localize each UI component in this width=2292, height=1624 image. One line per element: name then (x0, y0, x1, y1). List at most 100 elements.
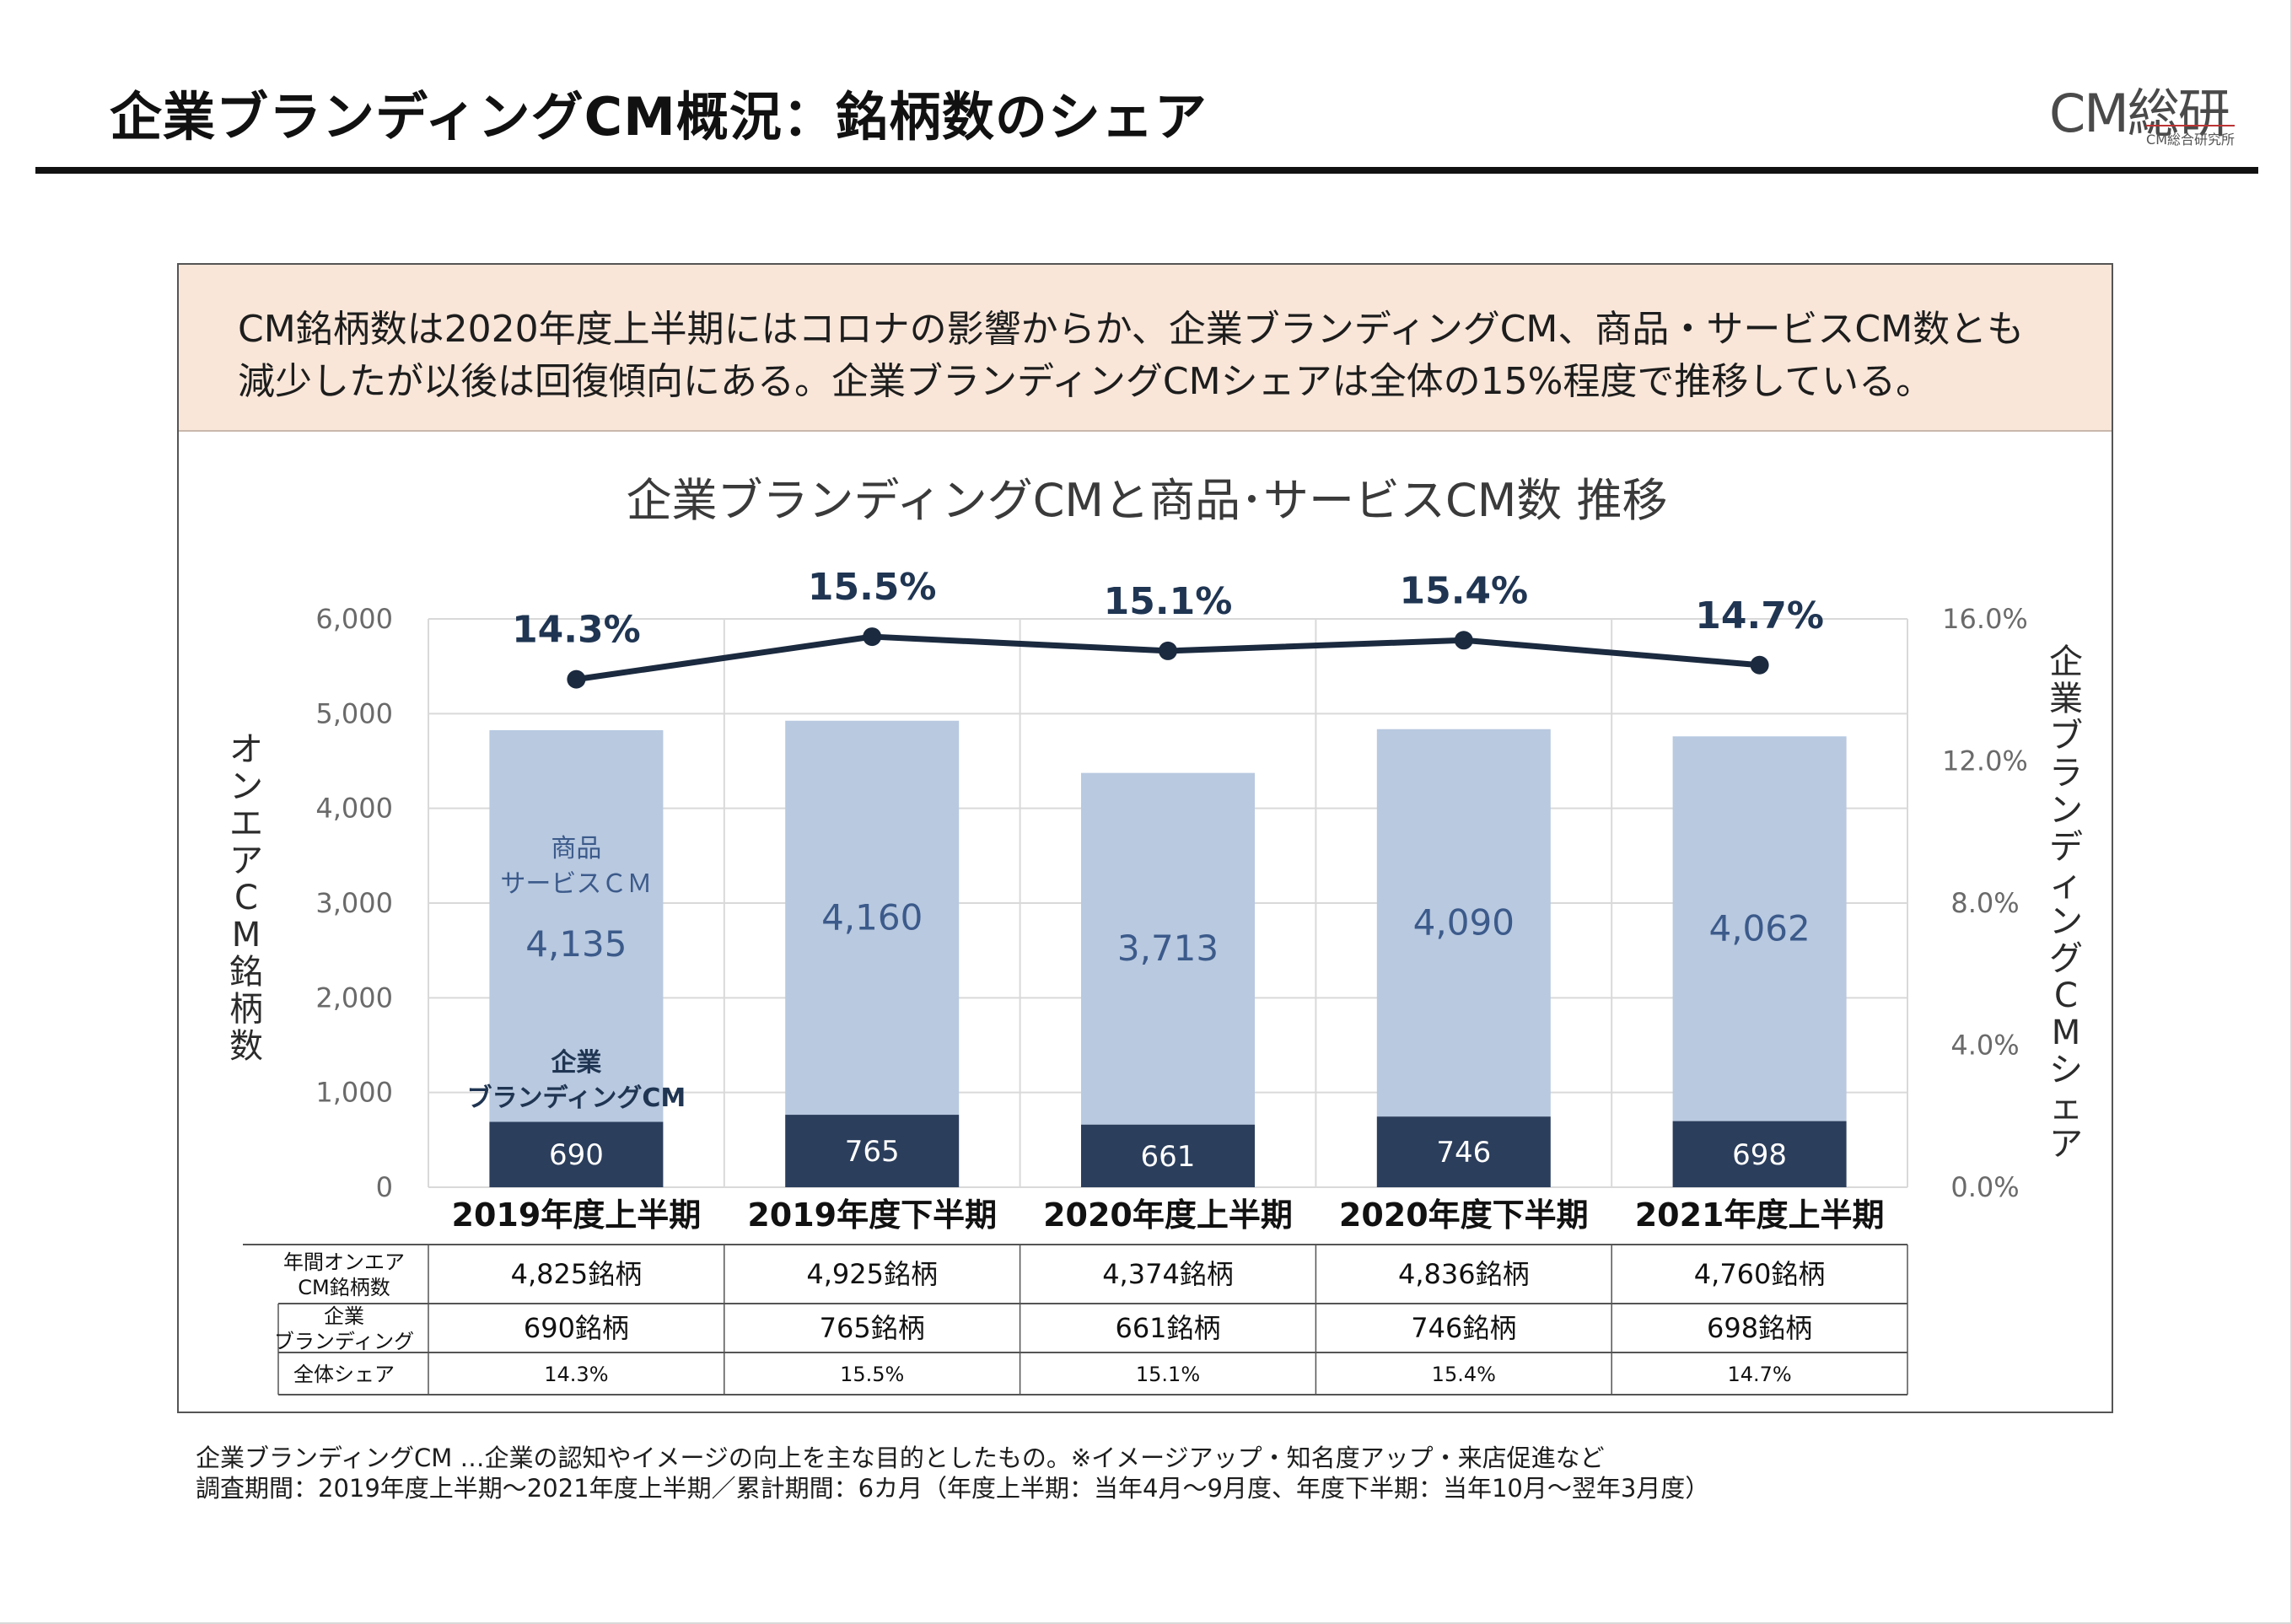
table-cell: 746銘柄 (1411, 1312, 1516, 1344)
axis-label-char: デ (2049, 828, 2083, 867)
table-cell: 4,760銘柄 (1694, 1258, 1826, 1290)
series-annotation: サービスＣＭ (500, 869, 652, 899)
bar-corporate-branding (785, 1115, 960, 1187)
y2-tick-label: 8.0% (1950, 887, 2019, 919)
y2-tick-label: 12.0% (1942, 745, 2028, 777)
bar-corporate-branding (489, 1121, 664, 1187)
table-cell: 4,374銘柄 (1102, 1258, 1234, 1290)
footnote-2: 調査期間：2019年度上半期～2021年度上半期／累計期間：6カ月（年度上半期：… (196, 1474, 1710, 1503)
labels: 0 1,000 2,000 3,000 4,000 5,000 6,000 0.0% 4.0% 8… (229, 566, 2083, 1234)
y2-tick-label: 4.0% (1950, 1030, 2019, 1062)
axis-label-char: 銘 (229, 953, 263, 992)
table-cell: 4,825銘柄 (511, 1258, 643, 1290)
table-cell: 15.4% (1432, 1363, 1496, 1386)
axis-label-char: ア (2049, 1125, 2083, 1164)
summary-line-2: 減少したが以後は回復傾向にある。企業ブランディングCMシェアは全体の15%程度で… (238, 360, 1934, 403)
series-annotation: ブランディングCM (467, 1084, 686, 1113)
bar-value-label: 765 (845, 1135, 900, 1169)
logo-main: CM総研 (2049, 83, 2230, 144)
logo-sub: CM総合研究所 (2146, 125, 2235, 148)
axis-label-char: C (2054, 976, 2078, 1015)
share-point (863, 627, 882, 647)
axis-label-char: エ (229, 804, 263, 843)
y-tick-label: 6,000 (315, 603, 393, 635)
y-tick-label: 5,000 (315, 697, 393, 729)
bar-value-label: 4,135 (525, 923, 627, 965)
axis-label-char: 柄 (229, 990, 263, 1029)
axis-label-char: ア (229, 842, 263, 880)
bar-value-label: 4,090 (1413, 901, 1515, 943)
axis-label-char: ン (2049, 902, 2083, 941)
axis-label-char: ブ (2049, 717, 2083, 756)
table-cell: 698銘柄 (1707, 1312, 1812, 1344)
bar-product-service (489, 729, 664, 1122)
axis-label-char: ン (2049, 791, 2083, 830)
bar-value-label: 746 (1436, 1136, 1491, 1170)
table-cell: 14.7% (1727, 1363, 1791, 1386)
bar-product-service (1672, 736, 1847, 1121)
bar-product-service (1081, 772, 1255, 1125)
series-annotation: 商品 (551, 834, 601, 863)
summary-box: CM銘柄数は2020年度上半期にはコロナの影響からか、企業ブランディングCM、商… (179, 265, 2112, 432)
share-point (1159, 641, 1177, 660)
bar-value-label: 690 (549, 1138, 604, 1172)
footnote-1: 企業ブランディングCM …企業の認知やイメージの向上を主な目的としたもの。※イメ… (196, 1444, 1605, 1472)
table-row-label: CM銘柄数 (298, 1276, 390, 1299)
axis-label-char: グ (2049, 939, 2083, 978)
bar-corporate-branding (1376, 1116, 1551, 1187)
axis-label-char: M (2052, 1014, 2081, 1052)
axis-label-char: ン (229, 767, 263, 806)
title-rule (35, 167, 2258, 174)
share-label: 14.3% (512, 609, 641, 652)
y-tick-label: 1,000 (315, 1077, 393, 1109)
bar-value-label: 698 (1732, 1138, 1787, 1172)
table-row-label: ブランディング (274, 1330, 414, 1353)
axis-label-char: ィ (2049, 865, 2083, 904)
table-row-label: 全体シェア (293, 1363, 395, 1386)
y2-axis-label: 企業ブランディングCMシェア (2049, 643, 2083, 1164)
share-label: 14.7% (1695, 594, 1824, 637)
axis-label-char: ラ (2049, 754, 2083, 793)
bars (489, 720, 1847, 1187)
share-label: 15.1% (1104, 580, 1233, 623)
y-tick-label: 0 (376, 1171, 393, 1203)
axis-label-char: 数 (229, 1027, 263, 1066)
axis-label-char: オ (229, 730, 263, 769)
category-label: 2019年度下半期 (747, 1196, 997, 1234)
logo: CM総研 CM総合研究所 (2049, 71, 2243, 148)
share-label: 15.4% (1399, 569, 1528, 612)
category-label: 2021年度上半期 (1635, 1196, 1885, 1234)
bar-corporate-branding (1081, 1124, 1255, 1187)
bar-product-service (1376, 729, 1551, 1117)
table-cell: 15.5% (840, 1363, 904, 1386)
table-cell: 4,925銘柄 (806, 1258, 938, 1290)
page-title: 企業ブランディングCM概況：銘柄数のシェア (110, 86, 1208, 148)
y2-tick-label: 0.0% (1950, 1171, 2019, 1203)
axis-label-char: ェ (2049, 1088, 2083, 1127)
table-cell: 661銘柄 (1115, 1312, 1220, 1344)
y-tick-label: 4,000 (315, 793, 393, 825)
table-cell: 4,836銘柄 (1398, 1258, 1530, 1290)
table-cell: 690銘柄 (524, 1312, 629, 1344)
y2-tick-label: 16.0% (1942, 603, 2028, 635)
table-row-label: 企業 (324, 1304, 364, 1328)
share-label: 15.5% (808, 566, 937, 609)
share-point (1454, 631, 1473, 650)
category-label: 2020年度上半期 (1043, 1196, 1293, 1234)
axis-label-char: 業 (2049, 680, 2083, 718)
category-label: 2019年度上半期 (452, 1196, 702, 1234)
content-panel: CM銘柄数は2020年度上半期にはコロナの影響からか、企業ブランディングCM、商… (177, 263, 2113, 1413)
category-label: 2020年度下半期 (1339, 1196, 1589, 1234)
y-tick-label: 3,000 (315, 887, 393, 919)
bar-value-label: 3,713 (1117, 928, 1219, 969)
y-tick-label: 2,000 (315, 981, 393, 1014)
chart-title: 企業ブランディングCMと商品･サービスCM数 推移 (627, 474, 1668, 527)
table-cell: 15.1% (1136, 1363, 1200, 1386)
share-line (567, 627, 1769, 689)
share-point (1750, 655, 1769, 675)
axis-label-char: C (234, 879, 258, 917)
share-point (567, 669, 586, 689)
axis-label-char: 企 (2049, 643, 2083, 681)
